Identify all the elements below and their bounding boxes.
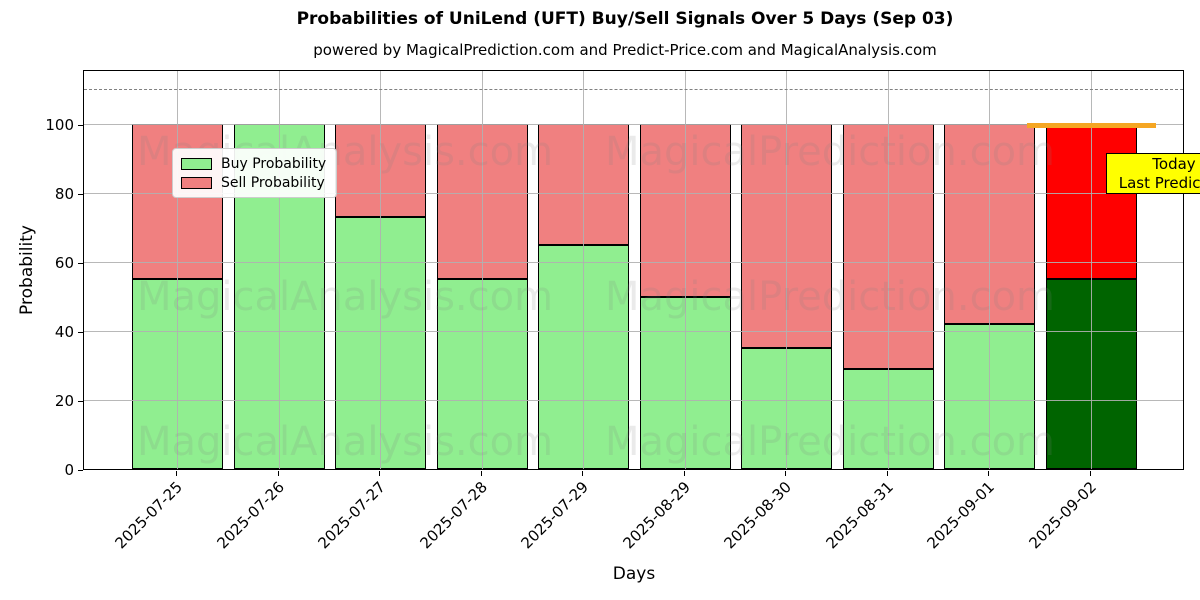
- vertical-gridline: [278, 71, 280, 469]
- x-axis-tick: [988, 471, 989, 476]
- watermark-text: MagicalPrediction.com: [605, 129, 1055, 175]
- x-axis-tick-label: 2025-09-01: [923, 478, 999, 553]
- vertical-gridline: [684, 71, 686, 469]
- today-annotation-shadow: [1027, 123, 1156, 128]
- legend-item-label: Sell Probability: [221, 174, 325, 191]
- y-axis-tick-label: 0: [64, 461, 74, 479]
- vertical-gridline: [887, 71, 889, 469]
- y-axis-tick-label: 60: [54, 254, 74, 273]
- watermark-text: MagicalAnalysis.com: [136, 419, 554, 465]
- chart-title: Probabilities of UniLend (UFT) Buy/Sell …: [296, 9, 954, 29]
- y-axis-tick: [78, 400, 83, 402]
- vertical-gridline: [481, 71, 483, 469]
- legend-swatch: [181, 157, 212, 170]
- horizontal-gridline: [84, 192, 1183, 194]
- horizontal-gridline: [84, 123, 1183, 125]
- x-axis-tick: [785, 471, 786, 476]
- vertical-gridline: [177, 71, 178, 469]
- today-annotation-line1: Today: [1152, 154, 1196, 173]
- y-axis-tick: [78, 469, 83, 471]
- y-axis-tick: [78, 124, 83, 126]
- x-axis-tick-label: 2025-07-26: [213, 478, 288, 553]
- y-axis-tick: [78, 262, 83, 264]
- y-axis-tick-label: 80: [54, 185, 74, 204]
- x-axis-tick: [582, 471, 583, 476]
- vertical-gridline: [786, 71, 787, 469]
- x-axis-tick-label: 2025-07-27: [314, 478, 390, 553]
- horizontal-gridline: [84, 261, 1183, 263]
- x-axis-label: Days: [612, 564, 656, 584]
- horizontal-gridline: [84, 399, 1183, 401]
- x-axis-tick-label: 2025-08-31: [822, 478, 897, 553]
- today-annotation: Today Last Prediction: [1106, 153, 1200, 194]
- legend-item-label: Buy Probability: [221, 155, 327, 172]
- x-axis-tick-label: 2025-09-02: [1025, 478, 1100, 553]
- y-axis-tick: [78, 331, 83, 333]
- watermark-text: MagicalPrediction.com: [605, 419, 1055, 465]
- x-axis-tick: [480, 471, 482, 476]
- plot-area: Buy Probability Sell Probability Today La…: [83, 70, 1200, 470]
- y-axis-tick-label: 100: [45, 116, 74, 135]
- x-axis-tick-label: 2025-08-29: [619, 478, 694, 553]
- y-axis-tick-label: 40: [54, 323, 74, 342]
- chart-subtitle: powered by MagicalPrediction.com and Pre…: [313, 41, 937, 59]
- watermark-text: MagicalAnalysis.com: [136, 274, 554, 320]
- y-axis-tick: [78, 193, 83, 195]
- vertical-gridline: [989, 71, 990, 469]
- y-axis-tick-label: 20: [54, 392, 74, 411]
- legend-item: Sell Probability: [181, 173, 326, 192]
- x-axis-tick-label: 2025-07-29: [517, 478, 593, 553]
- vertical-gridline: [1090, 71, 1092, 469]
- vertical-gridline: [583, 71, 584, 469]
- x-axis-tick: [379, 471, 380, 476]
- legend-item: Buy Probability: [181, 154, 326, 173]
- watermark-text: MagicalPrediction.com: [605, 274, 1055, 320]
- vertical-gridline: [380, 71, 381, 469]
- legend: Buy Probability Sell Probability: [172, 148, 338, 198]
- legend-swatch: [181, 176, 212, 189]
- x-axis-tick: [176, 471, 177, 476]
- x-axis-tick-label: 2025-07-28: [416, 478, 491, 553]
- x-axis-tick: [1089, 471, 1091, 476]
- today-annotation-line2: Last Prediction: [1118, 173, 1200, 192]
- horizontal-gridline: [84, 330, 1183, 332]
- x-axis-tick-label: 2025-08-30: [720, 478, 796, 553]
- x-axis-tick: [683, 471, 685, 476]
- x-axis-tick-label: 2025-07-25: [111, 478, 187, 553]
- x-axis-tick: [277, 471, 279, 476]
- reference-dashed-line: [84, 88, 1183, 90]
- x-axis-tick: [886, 471, 888, 476]
